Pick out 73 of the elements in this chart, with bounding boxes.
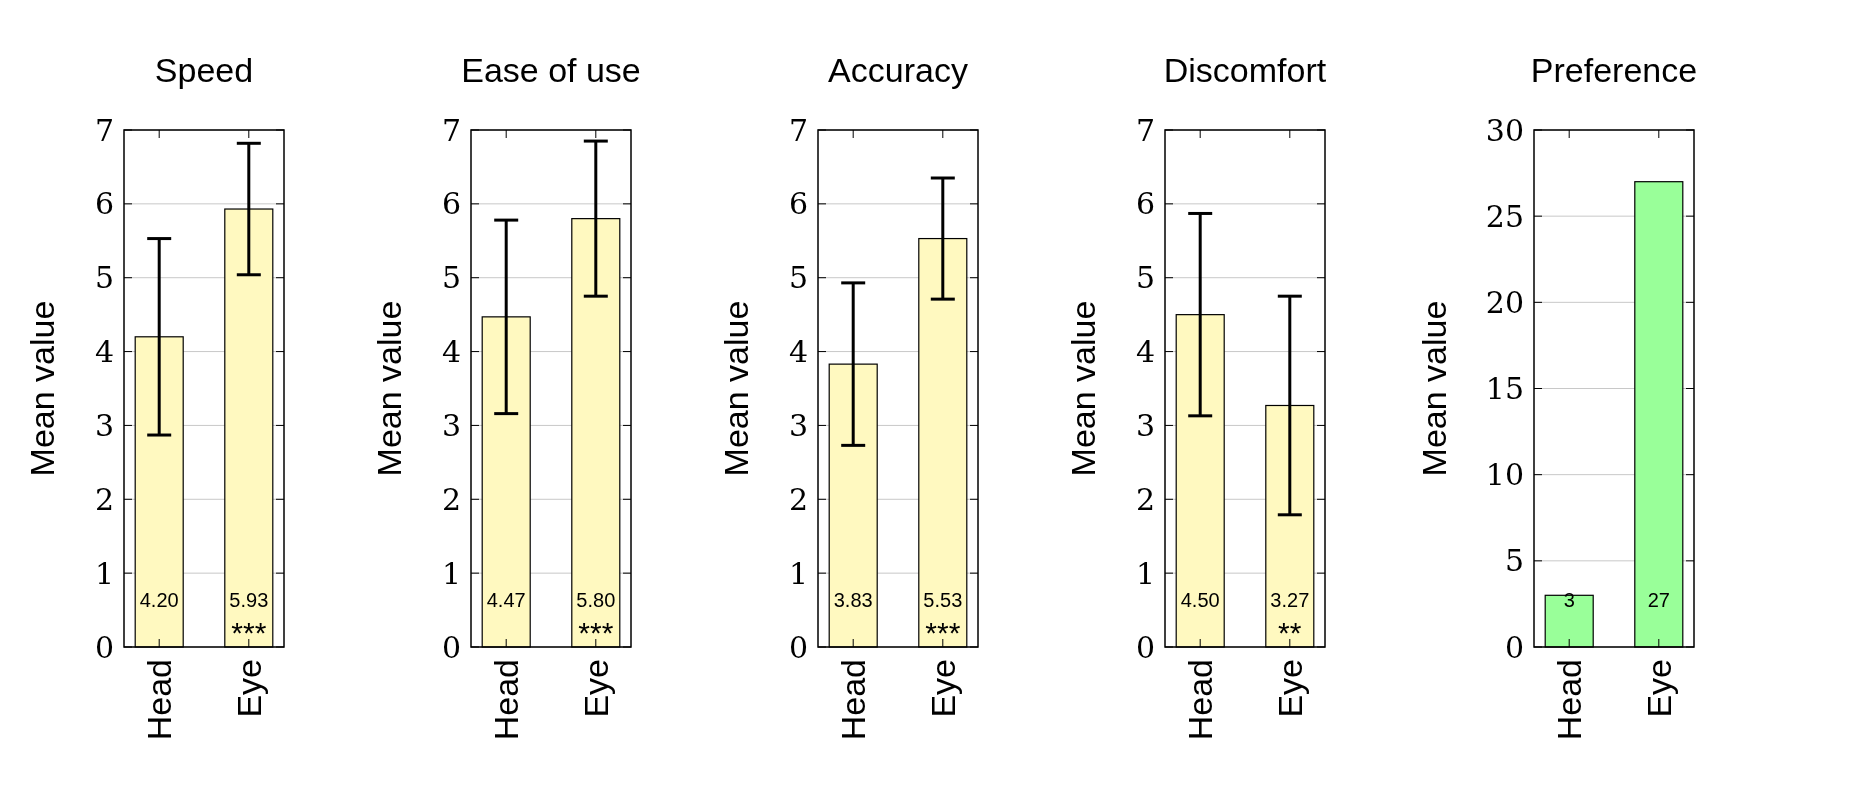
x-tick-label: Head (487, 659, 526, 741)
y-tick-label: 7 (441, 112, 461, 148)
y-tick-label: 3 (1135, 407, 1155, 443)
y-tick-label: 5 (1135, 260, 1155, 296)
annotation: *** (925, 616, 961, 649)
y-tick-label: 25 (1485, 198, 1524, 234)
y-tick-label: 5 (788, 260, 808, 296)
y-axis-title: Mean value (23, 300, 61, 477)
x-tick-label: Head (140, 659, 179, 741)
data-label: 27 (1647, 589, 1670, 611)
y-tick-label: 1 (788, 555, 808, 591)
y-tick-label: 2 (1135, 481, 1155, 517)
data-label: 3.27 (1270, 589, 1310, 611)
y-tick-label: 3 (441, 407, 461, 443)
y-tick-label: 2 (94, 481, 114, 517)
y-tick-label: 3 (94, 407, 114, 443)
data-label: 4.50 (1180, 589, 1220, 611)
x-tick-label: Head (1181, 659, 1220, 741)
y-tick-label: 2 (441, 481, 461, 517)
y-tick-label: 0 (1504, 629, 1524, 665)
y-tick-label: 0 (788, 629, 808, 665)
y-tick-label: 30 (1485, 112, 1524, 148)
y-tick-label: 5 (1504, 543, 1524, 579)
data-label: 3.83 (833, 589, 873, 611)
y-axis-title: Mean value (370, 300, 408, 477)
x-tick-label: Head (834, 659, 873, 741)
y-tick-label: 20 (1485, 284, 1524, 320)
y-tick-label: 5 (94, 260, 114, 296)
y-tick-label: 1 (94, 555, 114, 591)
y-tick-label: 0 (94, 629, 114, 665)
y-tick-label: 7 (1135, 112, 1155, 148)
y-tick-label: 1 (441, 555, 461, 591)
chart-title: Discomfort (1163, 51, 1327, 89)
y-tick-label: 4 (788, 334, 808, 370)
y-tick-label: 6 (1135, 186, 1155, 222)
data-label: 5.53 (923, 589, 963, 611)
data-label: 5.93 (229, 589, 269, 611)
y-tick-label: 2 (788, 481, 808, 517)
chart-title: Ease of use (461, 51, 641, 89)
annotation: *** (578, 616, 614, 649)
y-tick-label: 3 (788, 407, 808, 443)
annotation: *** (231, 616, 267, 649)
y-tick-label: 4 (1135, 334, 1155, 370)
x-tick-label: Head (1550, 659, 1589, 741)
y-tick-label: 4 (94, 334, 114, 370)
y-tick-label: 7 (94, 112, 114, 148)
y-tick-label: 6 (788, 186, 808, 222)
y-tick-label: 15 (1485, 371, 1524, 406)
y-tick-label: 6 (441, 186, 461, 222)
y-axis-title: Mean value (1415, 300, 1453, 477)
x-tick-label: Eye (576, 659, 615, 718)
data-label: 4.20 (139, 589, 179, 611)
x-tick-label: Eye (923, 659, 962, 718)
data-label: 3 (1563, 589, 1575, 611)
y-tick-label: 7 (788, 112, 808, 148)
y-tick-label: 4 (441, 334, 461, 370)
y-tick-label: 0 (1135, 629, 1155, 665)
y-tick-label: 1 (1135, 555, 1155, 591)
y-axis-title: Mean value (1064, 300, 1102, 477)
annotation: ** (1278, 616, 1302, 649)
chart-title: Speed (154, 51, 254, 89)
chart-title: Preference (1530, 51, 1698, 89)
chart-title: Accuracy (828, 51, 968, 89)
x-tick-label: Eye (1639, 659, 1678, 718)
y-tick-label: 0 (441, 629, 461, 665)
x-tick-label: Eye (229, 659, 268, 718)
data-label: 5.80 (576, 589, 616, 611)
y-tick-label: 5 (441, 260, 461, 296)
data-label: 4.47 (486, 589, 526, 611)
y-tick-label: 10 (1485, 457, 1524, 493)
y-tick-label: 6 (94, 186, 114, 222)
x-tick-label: Eye (1270, 659, 1309, 718)
y-axis-title: Mean value (717, 300, 755, 477)
